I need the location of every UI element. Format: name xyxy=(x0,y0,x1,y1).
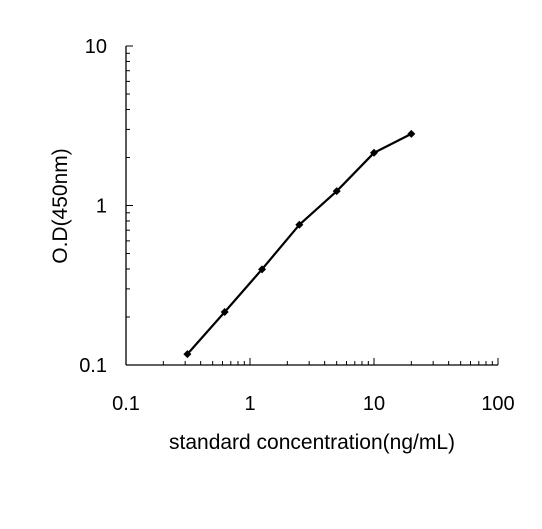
data-point-marker xyxy=(407,129,416,138)
data-point-marker xyxy=(258,265,267,274)
data-point-marker xyxy=(295,220,304,229)
y-tick-label: 1 xyxy=(96,196,107,218)
axes: 0.1 1 10 100 0.1 1 10 xyxy=(79,36,515,415)
x-tick-label: 10 xyxy=(363,393,385,415)
series-group xyxy=(183,129,416,359)
data-point-marker xyxy=(183,350,192,359)
series-line xyxy=(186,132,412,355)
data-point-marker xyxy=(332,187,341,196)
data-point-marker xyxy=(370,148,378,157)
x-tick-label: 0.1 xyxy=(112,393,140,415)
y-tick-label: 0.1 xyxy=(79,355,107,377)
y-tick-label: 10 xyxy=(85,36,107,58)
x-tick-label: 1 xyxy=(244,393,255,415)
data-point-marker xyxy=(220,307,229,316)
x-tick-label: 100 xyxy=(481,393,514,415)
x-axis-label: standard concentration(ng/mL) xyxy=(169,431,455,454)
y-axis-label: O.D(450nm) xyxy=(49,148,72,264)
